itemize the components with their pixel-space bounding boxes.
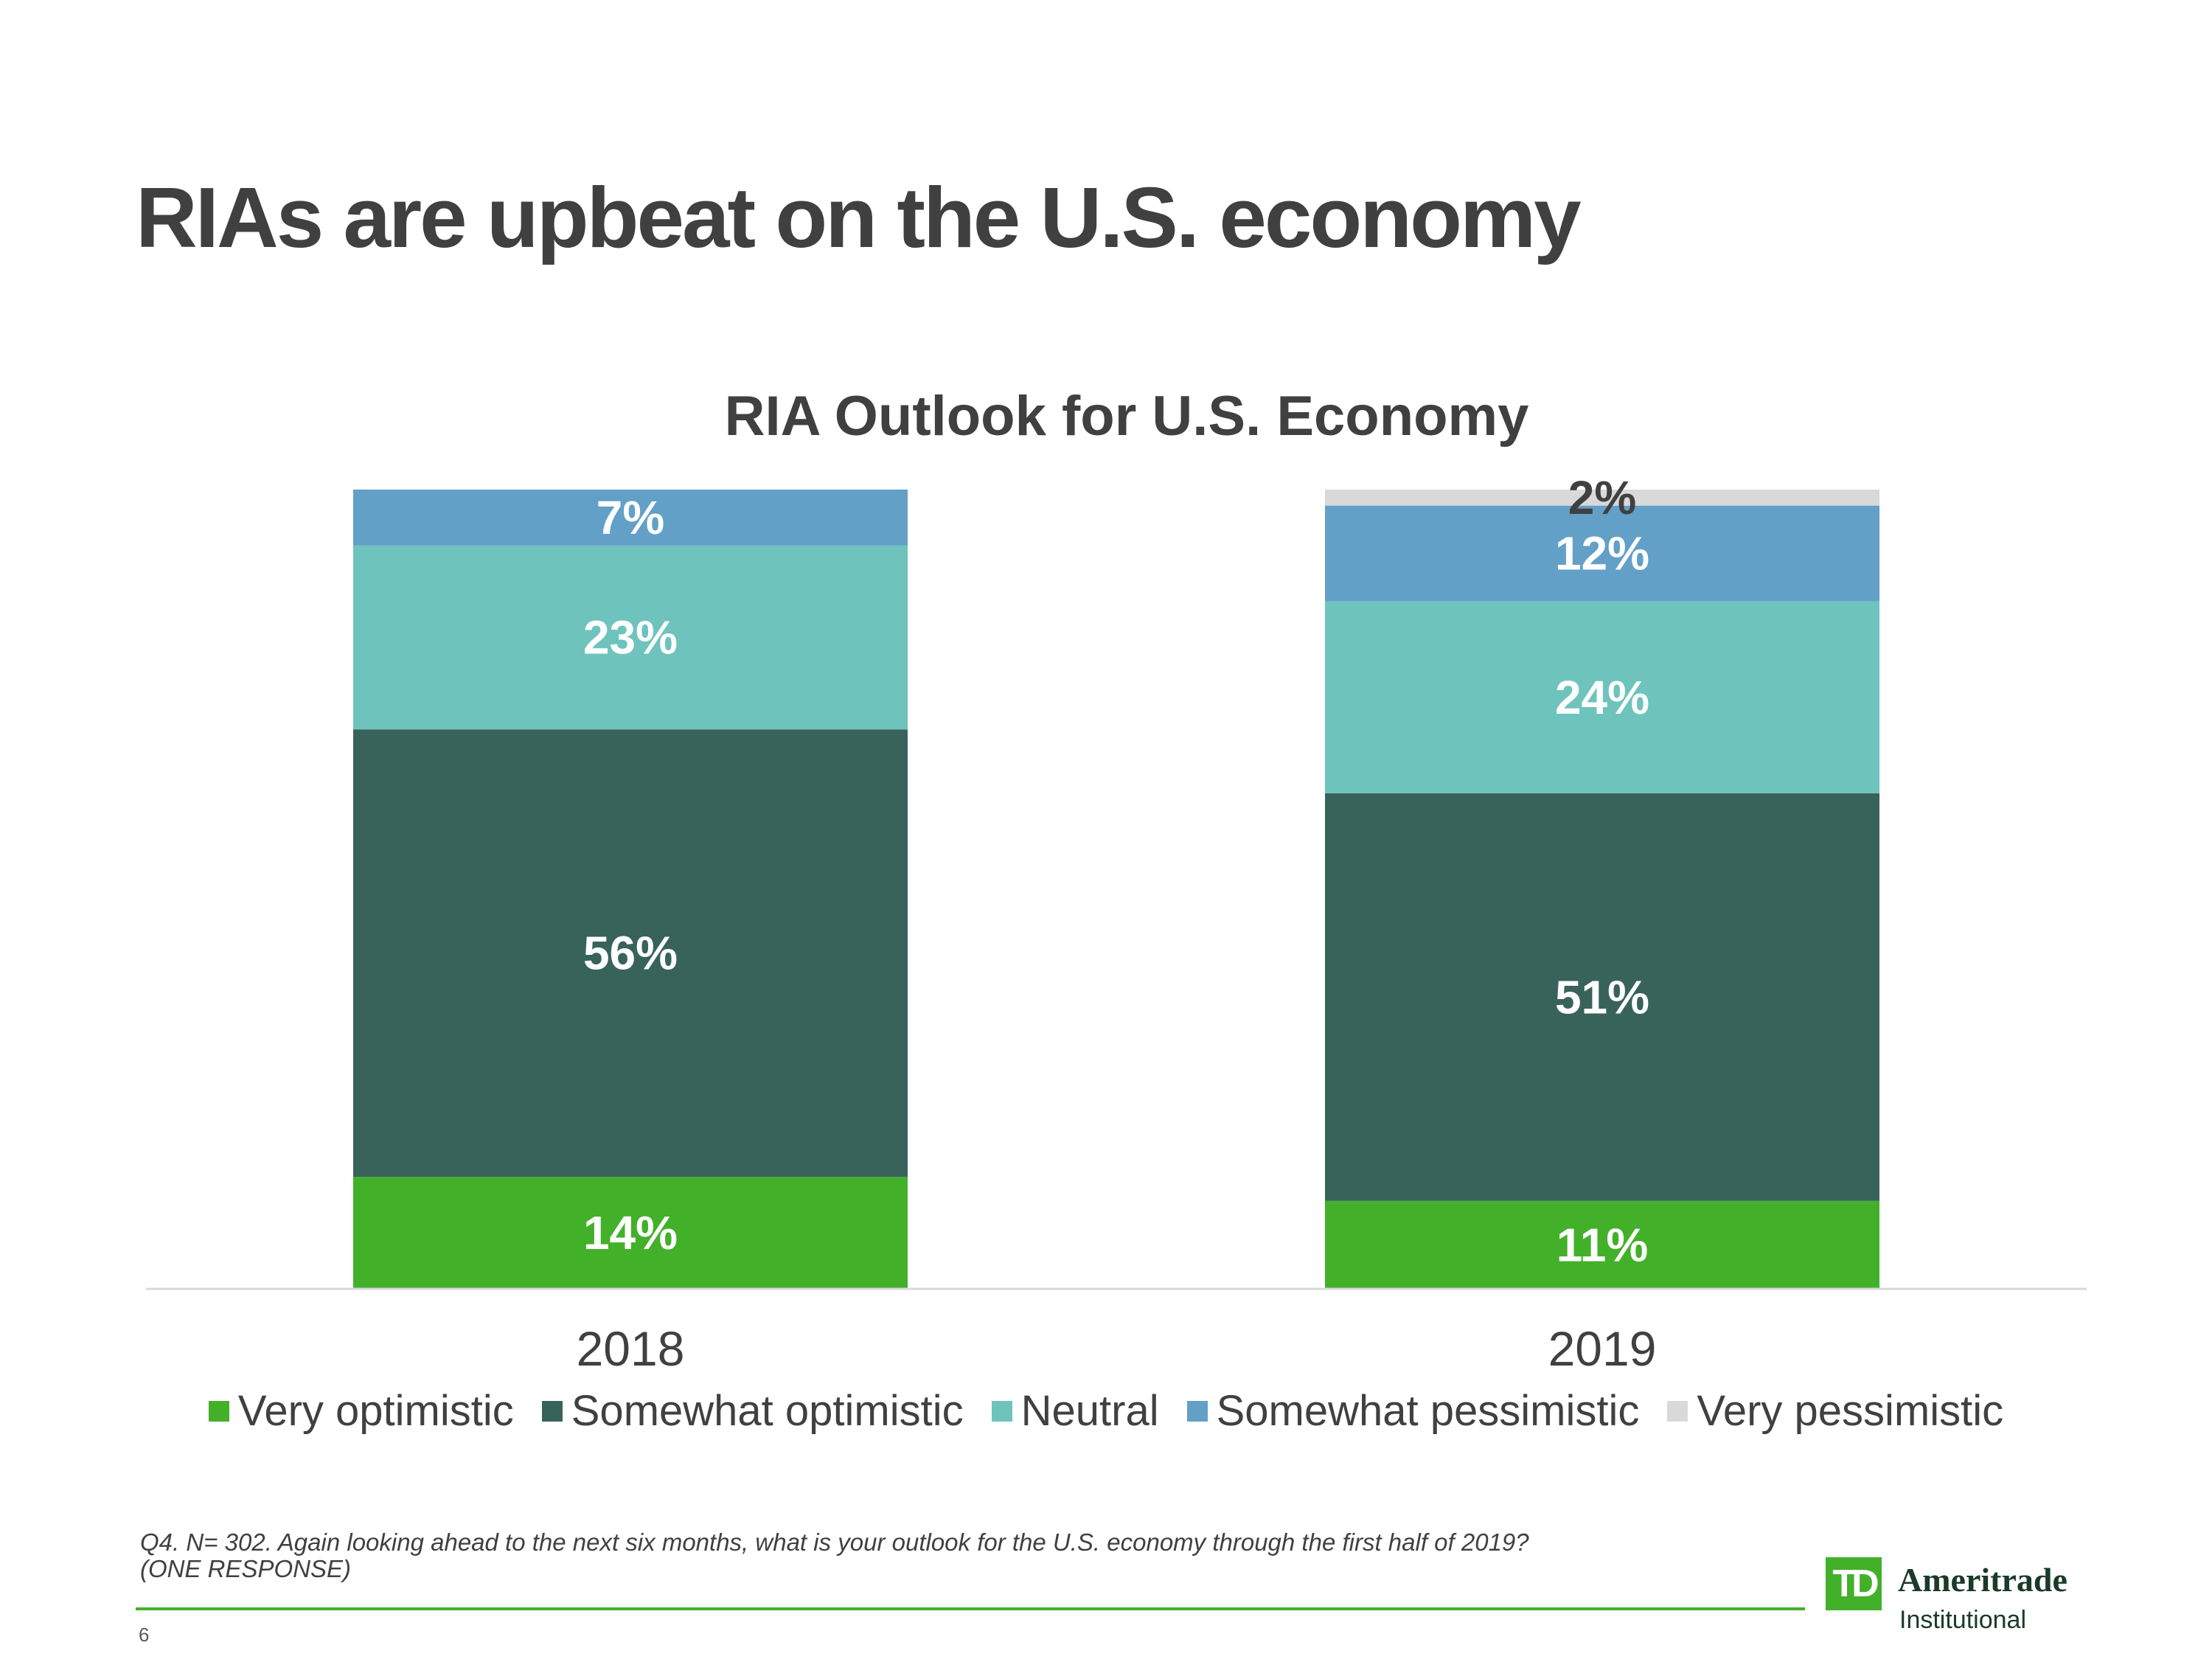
data-label-somewhat_optimistic-2019: 51% xyxy=(1555,970,1649,1023)
legend-item-very_optimistic: Very optimistic xyxy=(208,1386,514,1436)
legend-label-somewhat_pessimistic: Somewhat pessimistic xyxy=(1216,1387,1640,1435)
data-label-neutral-2018: 23% xyxy=(583,611,678,664)
bar-segment-very_optimistic-2019 xyxy=(1325,1200,1879,1289)
td-ameritrade-logo: TD Ameritrade Institutional xyxy=(1826,1557,2135,1638)
data-label-neutral-2019: 24% xyxy=(1555,671,1649,724)
bar-segment-very_optimistic-2018 xyxy=(353,1177,908,1289)
legend-swatch-somewhat_optimistic xyxy=(541,1400,563,1422)
bar-segment-neutral-2018 xyxy=(353,545,908,730)
footer-divider xyxy=(136,1607,1805,1610)
bar-segment-somewhat_optimistic-2018 xyxy=(353,729,908,1178)
bar-segment-somewhat_pessimistic-2018 xyxy=(353,490,908,546)
data-label-very_pessimistic-2019: 2% xyxy=(1568,471,1637,524)
legend-swatch-very_pessimistic xyxy=(1667,1400,1688,1422)
bar-segment-neutral-2019 xyxy=(1325,601,1879,793)
legend-label-neutral: Neutral xyxy=(1020,1387,1159,1435)
td-logo-mark: TD xyxy=(1826,1557,1882,1610)
legend-item-somewhat_optimistic: Somewhat optimistic xyxy=(541,1386,964,1436)
legend-label-very_pessimistic: Very pessimistic xyxy=(1697,1387,2004,1435)
bar-segment-somewhat_optimistic-2019 xyxy=(1325,793,1879,1201)
data-label-very_optimistic-2018: 14% xyxy=(583,1206,678,1259)
footnote: Q4. N= 302. Again looking ahead to the n… xyxy=(140,1529,1762,1582)
logo-subtitle: Institutional xyxy=(1899,1606,2026,1634)
data-label-very_optimistic-2019: 11% xyxy=(1557,1218,1649,1271)
legend-swatch-neutral xyxy=(991,1400,1012,1422)
chart-legend: Very optimistic Somewhat optimistic Neutra… xyxy=(0,1386,2212,1436)
legend-item-very_pessimistic: Very pessimistic xyxy=(1667,1386,2003,1436)
data-label-somewhat_pessimistic-2019: 12% xyxy=(1555,527,1649,580)
category-labels: 2018 2019 xyxy=(577,1321,1657,1376)
legend-swatch-somewhat_pessimistic xyxy=(1186,1400,1208,1422)
legend-label-somewhat_optimistic: Somewhat optimistic xyxy=(571,1387,964,1435)
page-number: 6 xyxy=(139,1624,150,1646)
data-label-somewhat_optimistic-2018: 56% xyxy=(583,927,678,980)
bars-layer: 14% 56% 23% 7% 11% 51% 24% 12%2% xyxy=(353,471,1879,1289)
category-label-2019: 2019 xyxy=(1548,1321,1657,1376)
chart-title: RIA Outlook for U.S. Economy xyxy=(725,385,1529,448)
stacked-bar-chart: RIA Outlook for U.S. Economy 14% 56% 23% 7%… xyxy=(146,385,2087,1376)
footnote-question: Q4. N= 302. Again looking ahead to the n… xyxy=(140,1528,1529,1556)
bar-segment-very_pessimistic-2019 xyxy=(1325,490,1879,506)
footnote-note: (ONE RESPONSE) xyxy=(140,1555,352,1582)
data-label-somewhat_pessimistic-2018: 7% xyxy=(597,491,665,544)
bar-segment-somewhat_pessimistic-2019 xyxy=(1325,505,1879,602)
logo-brand-name: Ameritrade xyxy=(1898,1561,2067,1599)
legend-label-very_optimistic: Very optimistic xyxy=(237,1387,514,1435)
slide-title: RIAs are upbeat on the U.S. economy xyxy=(136,170,1582,265)
category-label-2018: 2018 xyxy=(577,1321,685,1376)
legend-swatch-very_optimistic xyxy=(208,1400,229,1422)
legend-item-neutral: Neutral xyxy=(991,1386,1159,1436)
legend-item-somewhat_pessimistic: Somewhat pessimistic xyxy=(1186,1386,1640,1436)
